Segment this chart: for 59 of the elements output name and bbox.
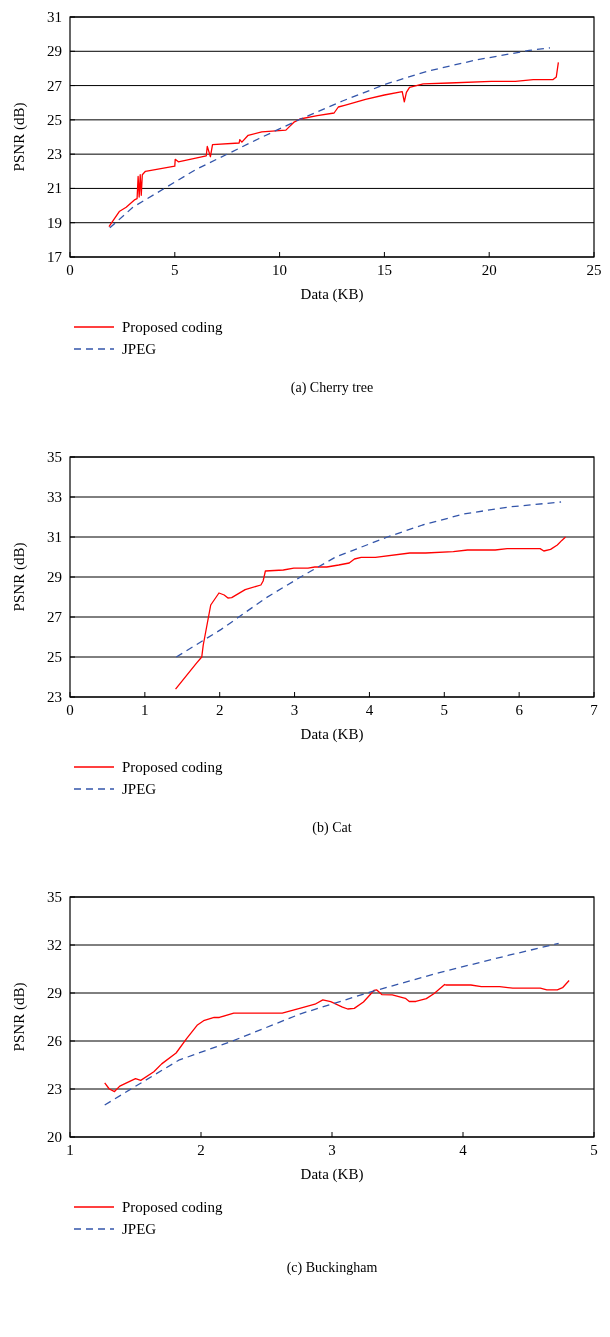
legend-label: Proposed coding <box>122 1199 223 1215</box>
line-series <box>174 536 567 690</box>
x-axis-title: Data (KB) <box>300 286 364 303</box>
legend-label: JPEG <box>122 1221 157 1237</box>
y-tick-label: 27 <box>47 77 63 94</box>
y-tick-label: 25 <box>47 649 62 665</box>
y-tick-label: 23 <box>47 146 62 163</box>
y-tick-label: 17 <box>47 249 63 265</box>
y-tick-label: 23 <box>47 1081 62 1097</box>
x-axis-title: Data (KB) <box>300 1166 364 1183</box>
text: (b) Cat <box>312 820 352 836</box>
text: (a) Cherry tree <box>290 380 374 396</box>
y-tick-label: 32 <box>47 937 62 953</box>
x-tick-label: 10 <box>272 262 288 278</box>
y-axis-title: PSNR (dB) <box>11 982 28 1052</box>
y-tick-label: 35 <box>47 889 62 905</box>
legend-label: JPEG <box>122 781 157 797</box>
x-tick-label: 3 <box>328 1142 336 1158</box>
line-series <box>104 942 560 1106</box>
y-tick-label: 25 <box>47 111 62 128</box>
y-tick-label: 29 <box>47 569 62 585</box>
y-tick-label: 31 <box>47 529 62 545</box>
x-tick-label: 7 <box>590 702 599 718</box>
x-tick-label: 1 <box>141 702 149 718</box>
x-tick-label: 5 <box>171 262 179 278</box>
y-axis-title: PSNR (dB) <box>11 102 28 172</box>
x-tick-label: 0 <box>66 702 74 718</box>
legend-label: JPEG <box>122 341 157 357</box>
x-axis-title: Data (KB) <box>300 726 364 743</box>
x-tick-label: 2 <box>197 1142 205 1158</box>
x-tick-label: 20 <box>481 262 497 278</box>
x-tick-label: 4 <box>459 1142 468 1158</box>
y-tick-label: 19 <box>47 214 62 231</box>
y-tick-label: 29 <box>47 985 62 1001</box>
y-tick-label: 33 <box>47 489 62 505</box>
x-tick-label: 0 <box>66 262 74 278</box>
x-tick-label: 5 <box>590 1142 598 1158</box>
x-tick-label: 25 <box>586 262 602 278</box>
y-tick-label: 23 <box>47 689 62 705</box>
y-tick-label: 20 <box>47 1129 62 1145</box>
x-tick-label: 3 <box>290 702 299 718</box>
y-tick-label: 31 <box>47 9 62 25</box>
y-tick-label: 26 <box>47 1033 63 1049</box>
y-tick-label: 21 <box>47 180 62 197</box>
line-series <box>104 979 570 1093</box>
x-tick-label: 4 <box>365 702 374 718</box>
y-tick-label: 35 <box>47 449 62 465</box>
x-tick-label: 6 <box>515 702 524 718</box>
y-tick-label: 29 <box>47 43 62 60</box>
line-series <box>175 501 562 658</box>
x-tick-label: 5 <box>440 702 449 718</box>
legend-label: Proposed coding <box>122 759 223 775</box>
x-tick-label: 1 <box>66 1142 74 1158</box>
x-tick-label: 15 <box>376 262 392 278</box>
y-axis-title: PSNR (dB) <box>11 542 28 612</box>
x-tick-label: 2 <box>215 702 224 718</box>
legend-label: Proposed coding <box>122 319 223 335</box>
text: (c) Buckingham <box>286 1260 378 1276</box>
y-tick-label: 27 <box>47 609 63 625</box>
